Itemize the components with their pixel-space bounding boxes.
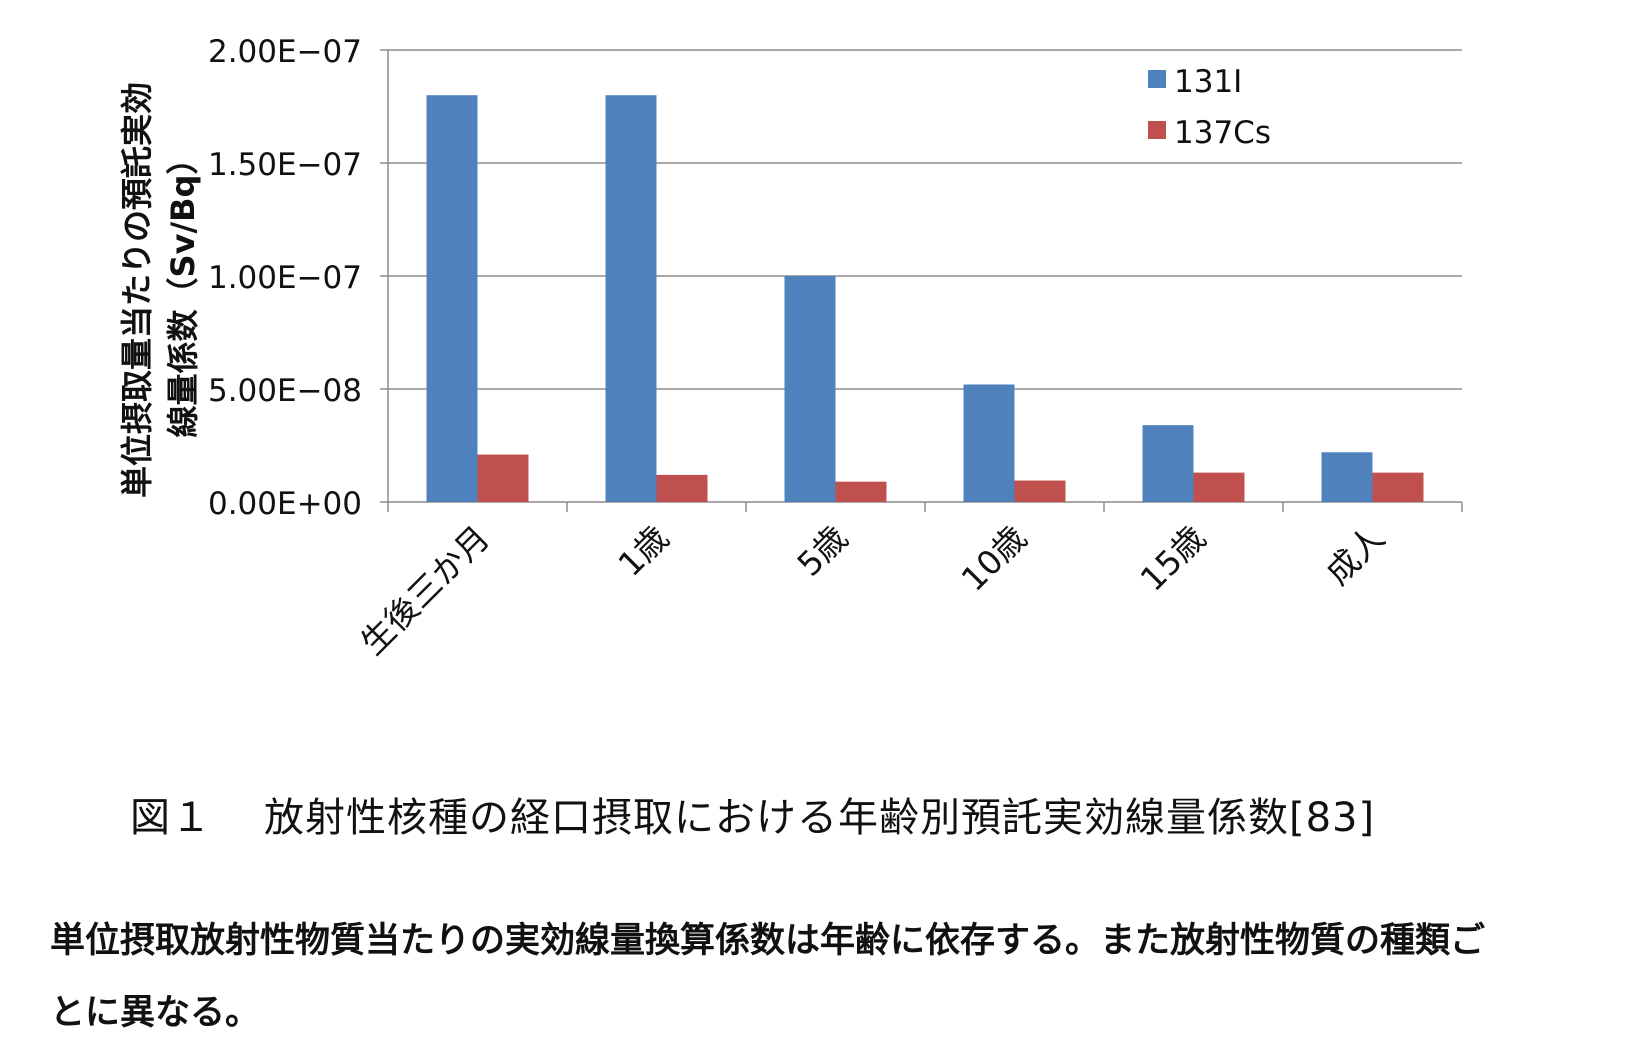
x-tick-label: 成人 [1318,518,1392,592]
legend-label: 131I [1174,64,1242,100]
body-paragraph: 単位摂取放射性物質当たりの実効線量換算係数は年齢に依存する。また放射性物質の種類… [50,905,1610,1049]
bar-series1 [963,384,1015,502]
chart-svg: 0.00E+00 5.00E−08 1.00E−07 1.50E−07 2.00E−07… [118,34,1463,662]
legend-label: 137Cs [1174,115,1271,151]
figure-caption: 図１ 放射性核種の経口摂取における年齢別預託実効線量係数[83] [130,785,1375,843]
x-tick-label: 10歳 [954,518,1035,599]
bar-series1 [1142,425,1194,502]
legend-swatch [1148,121,1166,139]
chart: 0.00E+00 5.00E−08 1.00E−07 1.50E−07 2.00E−07… [118,34,1463,662]
figure-caption-text: 放射性核種の経口摂取における年齢別預託実効線量係数[83] [264,795,1376,841]
x-tick-label: 生後三か月 [353,518,497,662]
y-axis-label: 線量係数（Sv/Bq） [164,143,202,438]
y-tick-label: 1.00E−07 [208,260,362,296]
bar-series2 [477,454,529,502]
y-tick-label: 0.00E+00 [208,486,362,522]
bar-series1 [426,95,478,502]
x-tick-label: 5歳 [789,518,855,584]
bar-series2 [1014,480,1066,502]
y-tick-label: 2.00E−07 [208,34,362,70]
y-tick-label: 1.50E−07 [208,147,362,183]
bar-series2 [1193,472,1245,502]
body-line-1: 単位摂取放射性物質当たりの実効線量換算係数は年齢に依存する。また放射性物質の種類… [50,921,1486,961]
body-line-2: とに異なる。 [50,993,261,1033]
bar-series2 [835,481,887,502]
x-tick-label: 1歳 [610,518,676,584]
figure-label: 図１ [130,795,212,841]
bar-series1 [605,95,657,502]
legend-swatch [1148,70,1166,88]
x-tick-label: 15歳 [1133,518,1214,599]
y-tick-label: 5.00E−08 [208,373,362,409]
bar-series2 [656,474,708,502]
y-axis-label: 単位摂取量当たりの預託実効 [118,82,156,498]
bar-series1 [784,276,836,502]
bar-series1 [1321,452,1373,502]
bar-series2 [1372,472,1424,502]
